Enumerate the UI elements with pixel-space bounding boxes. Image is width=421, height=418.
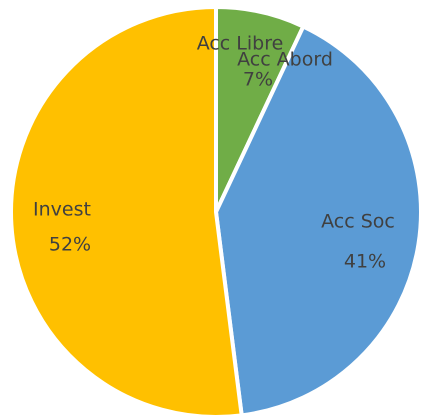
slice-value-label: 52% [49, 234, 91, 256]
slice-label: Invest [33, 199, 91, 221]
slice-label: Acc Libre [197, 33, 284, 55]
slice-label: Acc Soc [321, 211, 395, 233]
slice-value-label: 41% [344, 251, 386, 273]
slice-value-label: 7% [243, 69, 273, 91]
pie-slice [213, 23, 421, 418]
pie-slice [9, 4, 244, 418]
slice-label: Acc Abord [237, 49, 333, 71]
